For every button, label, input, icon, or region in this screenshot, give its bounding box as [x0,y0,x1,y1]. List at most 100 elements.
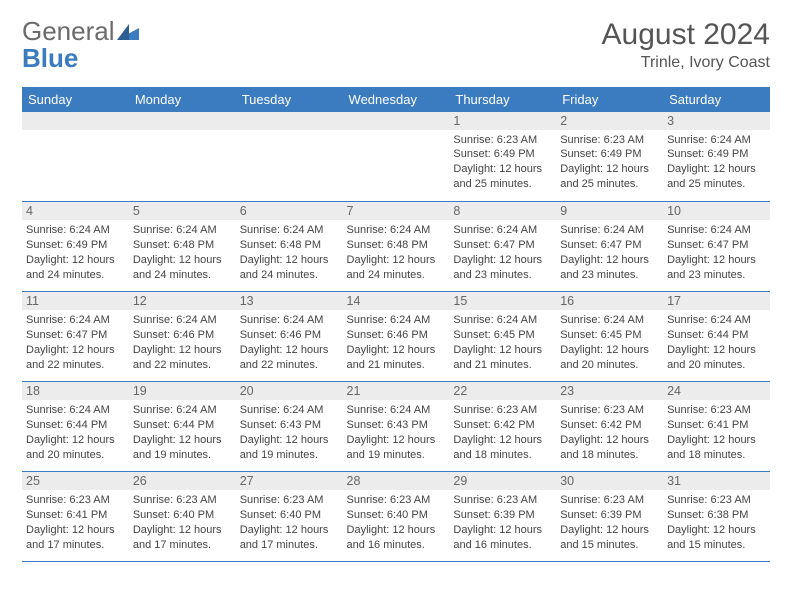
month-title: August 2024 [602,18,770,52]
calendar-day-cell: 30Sunrise: 6:23 AMSunset: 6:39 PMDayligh… [556,472,663,562]
calendar-day-cell: 28Sunrise: 6:23 AMSunset: 6:40 PMDayligh… [343,472,450,562]
calendar-day-cell: 3 Sunrise: 6:24 AMSunset: 6:49 PMDaylight… [663,112,770,202]
day-details: Sunrise: 6:24 AMSunset: 6:47 PMDaylight:… [560,223,659,282]
day-number-bar: 20 [236,382,343,400]
header: GeneralBlue August 2024 Trinle, Ivory Co… [22,18,770,73]
calendar-day-cell: 20 Sunrise: 6:24 AMSunset: 6:43 PMDayligh… [236,382,343,472]
day-details: Sunrise: 6:24 AMSunset: 6:47 PMDaylight:… [26,313,125,372]
calendar-day-cell: 19 Sunrise: 6:24 AMSunset: 6:44 PMDayligh… [129,382,236,472]
day-number-bar [236,112,343,130]
day-number-bar: 13 [236,292,343,310]
logo-text-1: General [22,16,115,46]
day-number-bar [343,112,450,130]
day-details: Sunrise: 6:23 AMSunset: 6:42 PMDaylight:… [560,403,659,462]
day-number-bar [129,112,236,130]
calendar-day-cell: 1 Sunrise: 6:23 AMSunset: 6:49 PMDaylight… [449,112,556,202]
day-number-bar: 15 [449,292,556,310]
day-number-bar: 4 [22,202,129,220]
calendar-day-cell: 26Sunrise: 6:23 AMSunset: 6:40 PMDayligh… [129,472,236,562]
day-details: Sunrise: 6:24 AMSunset: 6:45 PMDaylight:… [453,313,552,372]
logo-text-2: Blue [22,43,78,73]
day-number-bar: 24 [663,382,770,400]
calendar-table: SundayMondayTuesdayWednesdayThursdayFrid… [22,87,770,563]
calendar-day-cell: 13Sunrise: 6:24 AMSunset: 6:46 PMDayligh… [236,292,343,382]
day-number-bar: 16 [556,292,663,310]
calendar-week-row: 25 Sunrise: 6:23 AMSunset: 6:41 PMDayligh… [22,472,770,562]
day-details: Sunrise: 6:23 AMSunset: 6:42 PMDaylight:… [453,403,552,462]
calendar-day-cell: 22 Sunrise: 6:23 AMSunset: 6:42 PMDayligh… [449,382,556,472]
day-number-bar [22,112,129,130]
day-details: Sunrise: 6:24 AMSunset: 6:43 PMDaylight:… [347,403,446,462]
weekday-header: Thursday [449,87,556,112]
calendar-empty-cell [236,112,343,202]
calendar-day-cell: 11 Sunrise: 6:24 AMSunset: 6:47 PMDayligh… [22,292,129,382]
day-number-bar: 14 [343,292,450,310]
day-details: Sunrise: 6:24 AMSunset: 6:47 PMDaylight:… [453,223,552,282]
weekday-header: Sunday [22,87,129,112]
calendar-day-cell: 4Sunrise: 6:24 AMSunset: 6:49 PMDaylight… [22,202,129,292]
calendar-day-cell: 31Sunrise: 6:23 AMSunset: 6:38 PMDayligh… [663,472,770,562]
day-details: Sunrise: 6:24 AMSunset: 6:45 PMDaylight:… [560,313,659,372]
day-number-bar: 12 [129,292,236,310]
day-number-bar: 6 [236,202,343,220]
calendar-header-row: SundayMondayTuesdayWednesdayThursdayFrid… [22,87,770,112]
day-number-bar: 7 [343,202,450,220]
calendar-day-cell: 16 Sunrise: 6:24 AMSunset: 6:45 PMDayligh… [556,292,663,382]
day-number-bar: 27 [236,472,343,490]
day-details: Sunrise: 6:23 AMSunset: 6:40 PMDaylight:… [347,493,446,552]
weekday-header: Wednesday [343,87,450,112]
day-details: Sunrise: 6:24 AMSunset: 6:48 PMDaylight:… [347,223,446,282]
day-number-bar: 9 [556,202,663,220]
day-number-bar: 26 [129,472,236,490]
weekday-header: Tuesday [236,87,343,112]
calendar-day-cell: 5 Sunrise: 6:24 AMSunset: 6:48 PMDaylight… [129,202,236,292]
day-number-bar: 19 [129,382,236,400]
calendar-day-cell: 14Sunrise: 6:24 AMSunset: 6:46 PMDayligh… [343,292,450,382]
logo-mark-icon [117,18,139,45]
day-number-bar: 8 [449,202,556,220]
calendar-day-cell: 24 Sunrise: 6:23 AMSunset: 6:41 PMDayligh… [663,382,770,472]
day-number-bar: 11 [22,292,129,310]
day-details: Sunrise: 6:23 AMSunset: 6:49 PMDaylight:… [560,133,659,192]
logo: GeneralBlue [22,18,139,73]
calendar-day-cell: 8 Sunrise: 6:24 AMSunset: 6:47 PMDaylight… [449,202,556,292]
day-details: Sunrise: 6:24 AMSunset: 6:46 PMDaylight:… [133,313,232,372]
day-number-bar: 5 [129,202,236,220]
day-details: Sunrise: 6:23 AMSunset: 6:41 PMDaylight:… [26,493,125,552]
calendar-day-cell: 9 Sunrise: 6:24 AMSunset: 6:47 PMDaylight… [556,202,663,292]
day-number-bar: 2 [556,112,663,130]
day-number-bar: 21 [343,382,450,400]
day-details: Sunrise: 6:24 AMSunset: 6:49 PMDaylight:… [667,133,766,192]
day-number-bar: 10 [663,202,770,220]
day-details: Sunrise: 6:24 AMSunset: 6:44 PMDaylight:… [133,403,232,462]
calendar-empty-cell [343,112,450,202]
calendar-empty-cell [22,112,129,202]
calendar-day-cell: 6 Sunrise: 6:24 AMSunset: 6:48 PMDaylight… [236,202,343,292]
calendar-week-row: 18Sunrise: 6:24 AMSunset: 6:44 PMDayligh… [22,382,770,472]
day-details: Sunrise: 6:23 AMSunset: 6:38 PMDaylight:… [667,493,766,552]
day-details: Sunrise: 6:23 AMSunset: 6:41 PMDaylight:… [667,403,766,462]
day-number-bar: 18 [22,382,129,400]
weekday-header: Monday [129,87,236,112]
day-details: Sunrise: 6:23 AMSunset: 6:39 PMDaylight:… [560,493,659,552]
day-number-bar: 3 [663,112,770,130]
day-details: Sunrise: 6:23 AMSunset: 6:39 PMDaylight:… [453,493,552,552]
day-details: Sunrise: 6:24 AMSunset: 6:44 PMDaylight:… [26,403,125,462]
calendar-day-cell: 17Sunrise: 6:24 AMSunset: 6:44 PMDayligh… [663,292,770,382]
day-details: Sunrise: 6:24 AMSunset: 6:43 PMDaylight:… [240,403,339,462]
day-number-bar: 22 [449,382,556,400]
day-details: Sunrise: 6:24 AMSunset: 6:48 PMDaylight:… [133,223,232,282]
calendar-day-cell: 7 Sunrise: 6:24 AMSunset: 6:48 PMDaylight… [343,202,450,292]
calendar-day-cell: 12 Sunrise: 6:24 AMSunset: 6:46 PMDayligh… [129,292,236,382]
day-details: Sunrise: 6:24 AMSunset: 6:44 PMDaylight:… [667,313,766,372]
calendar-day-cell: 15 Sunrise: 6:24 AMSunset: 6:45 PMDayligh… [449,292,556,382]
day-number-bar: 25 [22,472,129,490]
day-number-bar: 29 [449,472,556,490]
day-number-bar: 23 [556,382,663,400]
calendar-body: 1Sunrise: 6:23 AMSunset: 6:49 PMDaylight… [22,112,770,562]
day-number-bar: 1 [449,112,556,130]
day-details: Sunrise: 6:24 AMSunset: 6:48 PMDaylight:… [240,223,339,282]
weekday-header: Friday [556,87,663,112]
calendar-week-row: 11 Sunrise: 6:24 AMSunset: 6:47 PMDayligh… [22,292,770,382]
day-details: Sunrise: 6:23 AMSunset: 6:49 PMDaylight:… [453,133,552,192]
